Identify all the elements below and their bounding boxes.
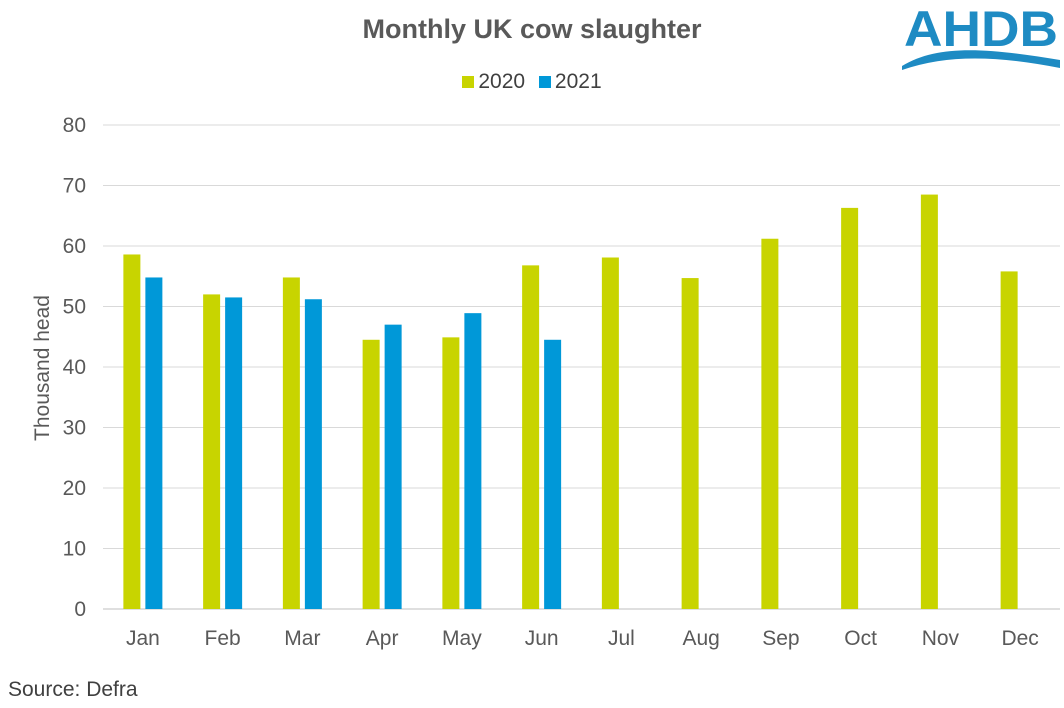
x-tick-label: May: [442, 627, 482, 650]
x-tick-label: Jun: [525, 627, 559, 650]
bar-2021-mar: [304, 299, 322, 609]
legend: 2020 2021: [0, 70, 1064, 94]
y-tick-label: 30: [63, 417, 86, 440]
bar-2020-apr: [362, 339, 380, 609]
x-tick-label: Nov: [922, 627, 960, 650]
svg-text:AHDB: AHDB: [904, 1, 1058, 57]
chart-title: Monthly UK cow slaughter: [362, 14, 702, 44]
y-tick-label: 70: [63, 175, 86, 198]
y-axis-title: Thousand head: [31, 295, 54, 441]
ahdb-logo: AHDB: [902, 1, 1060, 70]
x-tick-label: Sep: [762, 627, 799, 650]
x-tick-label: Jul: [608, 627, 635, 650]
bar-2020-nov: [920, 194, 938, 609]
y-tick-label: 10: [63, 538, 86, 561]
legend-label-2021: 2021: [554, 70, 602, 93]
bar-2020-feb: [203, 294, 221, 609]
legend-label-2020: 2020: [478, 70, 526, 93]
bar-2020-mar: [282, 277, 300, 609]
x-tick-label: Oct: [844, 627, 877, 650]
y-tick-label: 40: [63, 356, 86, 379]
legend-item-2021: 2021: [538, 70, 602, 94]
x-tick-label: Aug: [682, 627, 719, 650]
y-tick-label: 0: [74, 598, 86, 621]
x-tick-label: Feb: [205, 627, 241, 650]
bar-2020-jan: [123, 254, 141, 609]
y-tick-label: 20: [63, 477, 86, 500]
bar-2021-may: [464, 313, 482, 609]
bar-2020-aug: [681, 278, 699, 609]
bar-2021-apr: [384, 324, 402, 609]
y-tick-label: 80: [63, 114, 86, 137]
x-tick-label: Mar: [284, 627, 320, 650]
legend-swatch-2021: [538, 76, 551, 88]
legend-swatch-2020: [462, 76, 475, 88]
x-tick-label: Jan: [126, 627, 160, 650]
bar-2021-jan: [145, 277, 163, 609]
bar-2020-jul: [601, 257, 619, 609]
y-tick-label: 60: [63, 235, 86, 258]
y-tick-label: 50: [63, 296, 86, 319]
bar-2020-sep: [761, 238, 779, 610]
bar-2020-dec: [1000, 271, 1018, 609]
bar-2020-oct: [841, 207, 859, 609]
bar-2021-jun: [544, 339, 562, 609]
x-tick-label: Dec: [1001, 627, 1038, 650]
source-note: Source: Defra: [8, 678, 138, 701]
bar-2020-jun: [522, 265, 540, 609]
legend-item-2020: 2020: [462, 70, 525, 94]
bar-2020-may: [442, 337, 460, 609]
x-tick-label: Apr: [366, 627, 399, 650]
bar-2021-feb: [225, 297, 243, 609]
